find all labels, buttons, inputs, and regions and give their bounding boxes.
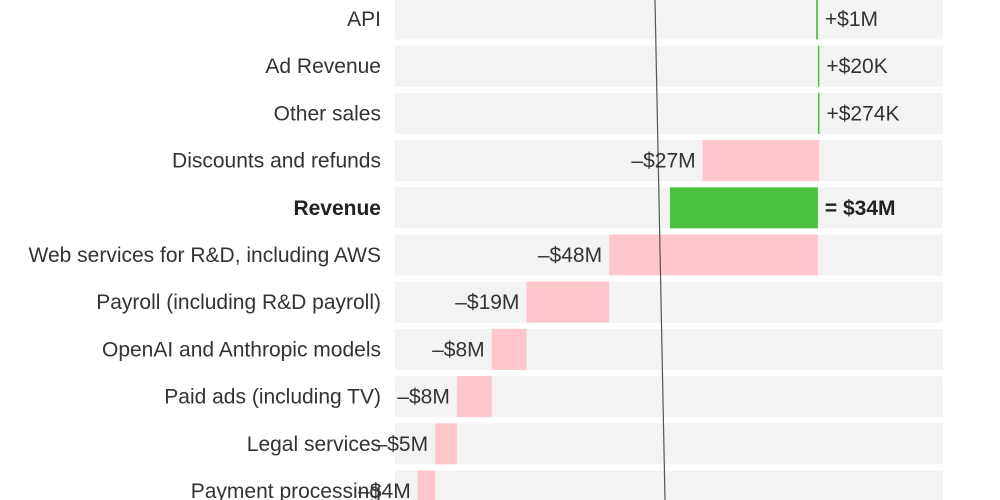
waterfall-bar	[817, 92, 820, 134]
row-label: Payment processing	[191, 480, 381, 500]
row-background	[395, 328, 943, 370]
waterfall-bar	[435, 423, 457, 465]
row-label: Revenue	[293, 197, 381, 220]
value-label: –$8M	[432, 338, 485, 361]
zero-reference-line	[654, 0, 666, 500]
row-background	[395, 423, 943, 465]
value-label: –$19M	[455, 291, 519, 314]
row-labels: API Ad Revenue Other sales Discounts and re…	[29, 8, 381, 500]
waterfall-bar	[609, 234, 818, 276]
waterfall-bar	[816, 0, 818, 40]
waterfall-bar	[670, 187, 818, 229]
row-background	[395, 92, 943, 134]
row-background	[395, 0, 943, 40]
waterfall-bar	[817, 45, 820, 87]
value-label: –$4M	[358, 480, 411, 500]
value-label: +$274K	[826, 102, 899, 125]
waterfall-bar	[456, 376, 492, 418]
value-label: +$20K	[826, 55, 887, 78]
value-label: +$1M	[825, 8, 878, 31]
value-label: –$27M	[631, 150, 695, 173]
row-label: Ad Revenue	[265, 55, 381, 78]
row-label: Payroll (including R&D payroll)	[96, 291, 381, 314]
bars	[417, 0, 820, 500]
row-label: API	[347, 8, 381, 31]
value-label: = $34M	[825, 197, 896, 220]
waterfall-bar	[491, 328, 527, 370]
waterfall-bar	[417, 470, 436, 500]
row-label: Discounts and refunds	[172, 150, 381, 173]
value-label: –$48M	[538, 244, 602, 267]
row-label: OpenAI and Anthropic models	[102, 338, 381, 361]
row-label: Legal services	[247, 433, 381, 456]
row-background	[395, 281, 943, 323]
row-label: Web services for R&D, including AWS	[29, 244, 381, 267]
row-label: Paid ads (including TV)	[164, 386, 381, 409]
row-background	[395, 140, 943, 182]
row-background	[395, 45, 943, 87]
value-labels: +$1M +$20K +$274K –$27M = $34M –$48M –$19M –$8M…	[358, 8, 899, 500]
value-label: –$8M	[397, 386, 450, 409]
row-label: Other sales	[274, 102, 381, 125]
value-label: –$5M	[376, 433, 429, 456]
row-background	[395, 187, 943, 229]
row-background	[395, 470, 943, 500]
waterfall-bar	[702, 140, 820, 182]
waterfall-bar	[526, 281, 610, 323]
